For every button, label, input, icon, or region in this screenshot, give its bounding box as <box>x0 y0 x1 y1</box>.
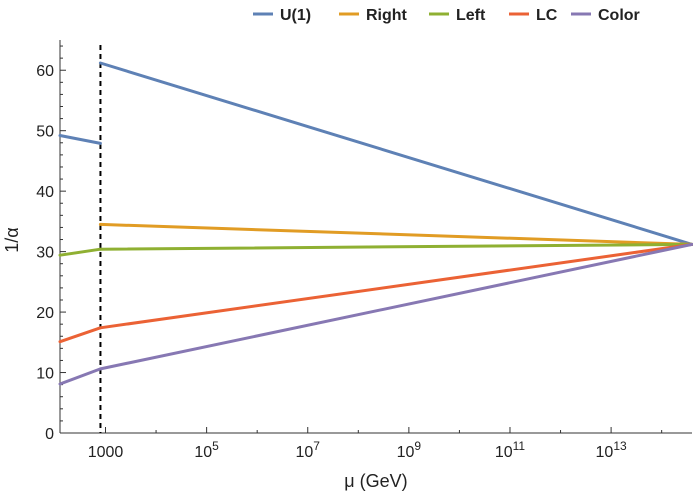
y-axis-label: 1/α <box>2 227 22 252</box>
x-tick-label: 105 <box>194 439 219 461</box>
legend-item: Left <box>429 7 486 24</box>
series-line-segment <box>58 326 102 344</box>
legend-label: LC <box>536 7 558 24</box>
y-tick-label: 20 <box>36 305 54 322</box>
legend-label: Color <box>598 7 640 24</box>
series-u-1- <box>58 61 693 246</box>
series-line-segment <box>98 242 693 371</box>
y-tick-label: 30 <box>36 245 54 262</box>
legend: U(1) Right Left LC Color <box>253 7 640 24</box>
axes: 0 10 20 30 40 50 60 1000 105 107 109 1011 1013 <box>36 40 692 461</box>
y-tick-label: 10 <box>36 366 54 383</box>
legend-label: U(1) <box>280 7 311 24</box>
series-left <box>58 242 693 257</box>
series-color <box>58 242 693 386</box>
series-line-segment <box>98 222 693 246</box>
x-tick-label: 1013 <box>596 439 627 461</box>
legend-item: Color <box>571 7 640 24</box>
series-line-segment <box>58 367 102 386</box>
legend-item: LC <box>509 7 558 24</box>
y-tick-label: 60 <box>36 63 54 80</box>
series-layer <box>58 61 693 386</box>
legend-item: Right <box>339 7 408 24</box>
series-right <box>98 222 693 246</box>
series-line-segment <box>98 61 693 246</box>
legend-label: Right <box>366 7 408 24</box>
y-tick-label: 50 <box>36 124 54 141</box>
y-tick-label: 40 <box>36 184 54 201</box>
series-line-segment <box>98 242 693 251</box>
y-tick-label: 0 <box>45 426 54 443</box>
series-line-segment <box>58 247 102 257</box>
legend-item: U(1) <box>253 7 311 24</box>
x-axis-label: μ (GeV) <box>344 471 407 491</box>
x-tick-label: 1011 <box>495 439 526 461</box>
x-tick-label: 107 <box>296 439 321 461</box>
x-tick-label: 1000 <box>88 444 124 461</box>
series-line-segment <box>58 134 102 145</box>
x-tick-label: 109 <box>397 439 422 461</box>
series-line-segment <box>98 242 693 330</box>
legend-label: Left <box>456 7 486 24</box>
series-lc <box>58 242 693 344</box>
